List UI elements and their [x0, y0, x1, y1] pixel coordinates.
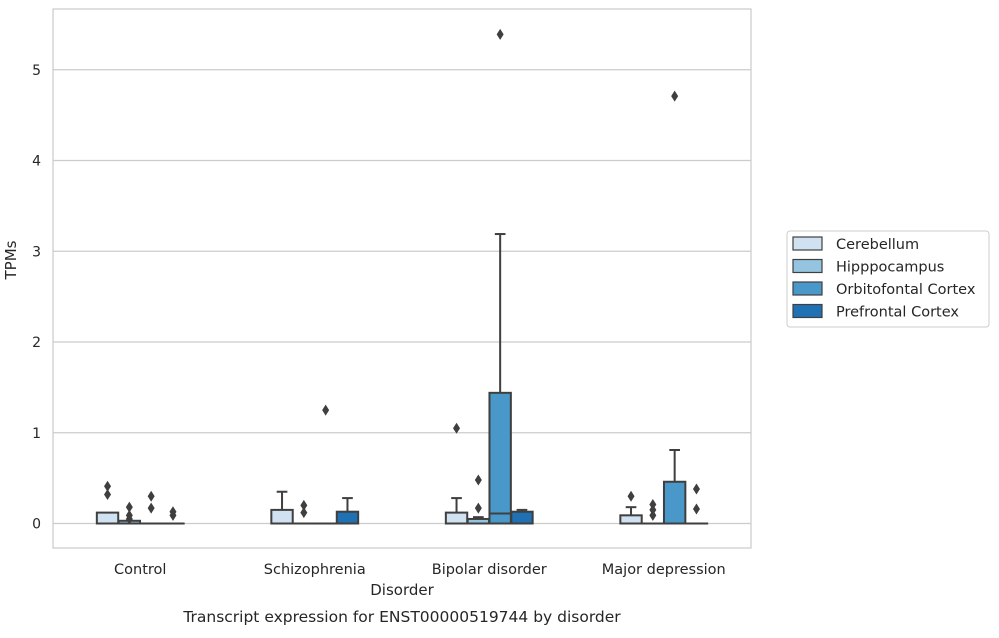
x-tick-labels: Control Schizophrenia Bipolar disorder Majo…	[114, 562, 726, 578]
legend-label: Cerebellum	[836, 237, 919, 253]
box	[271, 510, 292, 524]
y-tick-label: 3	[32, 244, 41, 260]
legend-swatch	[793, 305, 822, 318]
legend-label: Hipppocampus	[836, 260, 944, 276]
y-axis-label: TPMs	[2, 240, 20, 280]
legend: Cerebellum Hipppocampus Orbitofontal Corte…	[787, 231, 989, 327]
box	[489, 393, 510, 524]
y-tick-label: 0	[32, 517, 41, 533]
box	[511, 512, 532, 524]
x-tick-label: Bipolar disorder	[432, 562, 547, 578]
legend-swatch	[793, 282, 822, 295]
chart-title: Transcript expression for ENST0000051974…	[182, 608, 621, 626]
y-tick-labels: 0 1 2 3 4 5	[32, 63, 41, 533]
y-tick-label: 4	[32, 154, 41, 170]
y-tick-label: 2	[32, 335, 41, 351]
x-tick-label: Major depression	[602, 562, 726, 578]
legend-label: Orbitofontal Cortex	[836, 282, 976, 298]
plot-area	[53, 9, 751, 548]
legend-label: Prefrontal Cortex	[836, 305, 959, 321]
box-group	[511, 510, 532, 524]
box	[446, 513, 467, 524]
legend-swatch	[793, 237, 822, 250]
box	[664, 482, 685, 524]
x-tick-label: Schizophrenia	[264, 562, 366, 578]
box	[337, 512, 358, 524]
x-tick-label: Control	[114, 562, 166, 578]
box	[620, 515, 641, 523]
y-tick-label: 1	[32, 426, 41, 442]
legend-swatch	[793, 260, 822, 273]
y-tick-label: 5	[32, 63, 41, 79]
box	[97, 513, 118, 524]
x-axis-label: Disorder	[370, 581, 434, 599]
